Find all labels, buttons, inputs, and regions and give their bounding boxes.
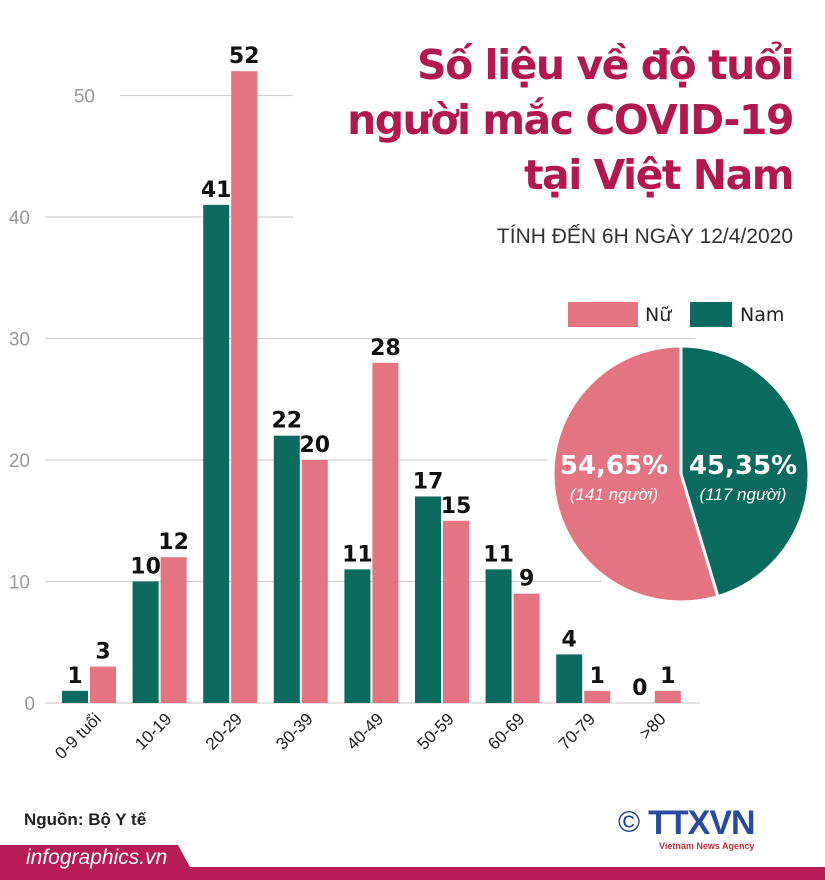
bar-nam: [273, 435, 300, 703]
bar-nữ: [231, 71, 258, 703]
bar-nữ: [160, 557, 187, 703]
data-label: 9: [519, 567, 534, 592]
pie-count-label: (141 người): [570, 485, 658, 504]
pie-slice-nam: [679, 344, 811, 599]
bar-nữ: [301, 460, 328, 703]
pie-percent-label: 45,35%: [689, 451, 797, 481]
x-tick-label: 40-49: [343, 709, 387, 753]
bar-nam: [344, 569, 371, 703]
y-tick-label: 0: [24, 694, 35, 715]
data-label: 15: [441, 494, 472, 519]
data-label: 22: [271, 409, 302, 434]
x-tick-label: 60-69: [484, 709, 528, 753]
bar-nữ: [513, 593, 540, 703]
page-title: Số liệu về độ tuổi người mắc COVID-19 tạ…: [347, 38, 795, 203]
y-tick-label: 20: [9, 451, 30, 472]
title-line: người mắc COVID-19: [347, 96, 794, 144]
x-tick-label: 0-9 tuổi: [51, 709, 105, 763]
legend-swatch-male: [690, 302, 732, 327]
bar-nữ: [654, 690, 681, 703]
subtitle: TÍNH ĐẾN 6H NGÀY 12/4/2020: [496, 225, 793, 248]
source-note: Nguồn: Bộ Y tế: [24, 810, 147, 829]
y-tick-label: 10: [9, 573, 30, 594]
bar-nữ: [443, 520, 469, 703]
bar-nam: [62, 690, 88, 703]
bar-nữ: [584, 690, 611, 703]
data-label: 28: [370, 336, 401, 361]
x-tick-label: >80: [636, 709, 670, 743]
bar-nam: [203, 204, 230, 703]
bar-nam: [485, 569, 512, 703]
data-label: 1: [660, 664, 675, 689]
data-label: 0: [632, 676, 647, 701]
x-tick-label: 10-19: [131, 709, 175, 753]
bar-nam: [415, 496, 441, 703]
bar-nam: [556, 654, 583, 703]
pie-count-label: (117 người): [700, 485, 787, 504]
data-label: 4: [562, 627, 577, 652]
data-label: 12: [158, 530, 189, 555]
legend-label-female: Nữ: [645, 304, 672, 326]
title-line: tại Việt Nam: [523, 151, 795, 199]
x-tick-label: 30-39: [272, 709, 316, 753]
data-label: 3: [95, 640, 110, 665]
x-tick-label: 20-29: [202, 709, 246, 753]
site-link[interactable]: infographics.vn: [26, 846, 168, 869]
x-tick-label: 50-59: [414, 709, 458, 753]
ttxvn-logo: © TTXVN Vietnam News Agency: [618, 804, 756, 851]
data-label: 20: [299, 433, 330, 458]
x-tick-label: 70-79: [555, 709, 599, 753]
y-tick-label: 40: [9, 208, 30, 229]
legend-swatch-female: [568, 302, 638, 327]
data-label: 10: [130, 555, 161, 580]
legend-label-male: Nam: [740, 304, 784, 326]
data-label: 17: [413, 469, 444, 494]
bar-nữ: [90, 666, 116, 703]
title-line: Số liệu về độ tuổi: [417, 41, 794, 89]
logo-text-group: TTXVN Vietnam News Agency: [648, 804, 755, 851]
y-tick-label: 50: [74, 87, 95, 108]
copyright-icon: ©: [618, 806, 641, 839]
bar-nữ: [372, 362, 399, 703]
bar-nam: [132, 581, 159, 703]
pie-percent-label: 54,65%: [560, 451, 668, 481]
logo-text: TTXVN: [648, 804, 755, 842]
pie-slice-nữ: [551, 344, 720, 604]
data-label: 1: [590, 664, 605, 689]
data-label: 1: [67, 664, 82, 689]
y-tick-label: 30: [9, 330, 30, 351]
data-label: 52: [229, 44, 260, 69]
data-label: 41: [201, 178, 232, 203]
data-label: 11: [483, 542, 514, 567]
footer-band: [0, 845, 825, 880]
data-label: 11: [342, 542, 373, 567]
logo-subtext: Vietnam News Agency: [659, 841, 755, 851]
